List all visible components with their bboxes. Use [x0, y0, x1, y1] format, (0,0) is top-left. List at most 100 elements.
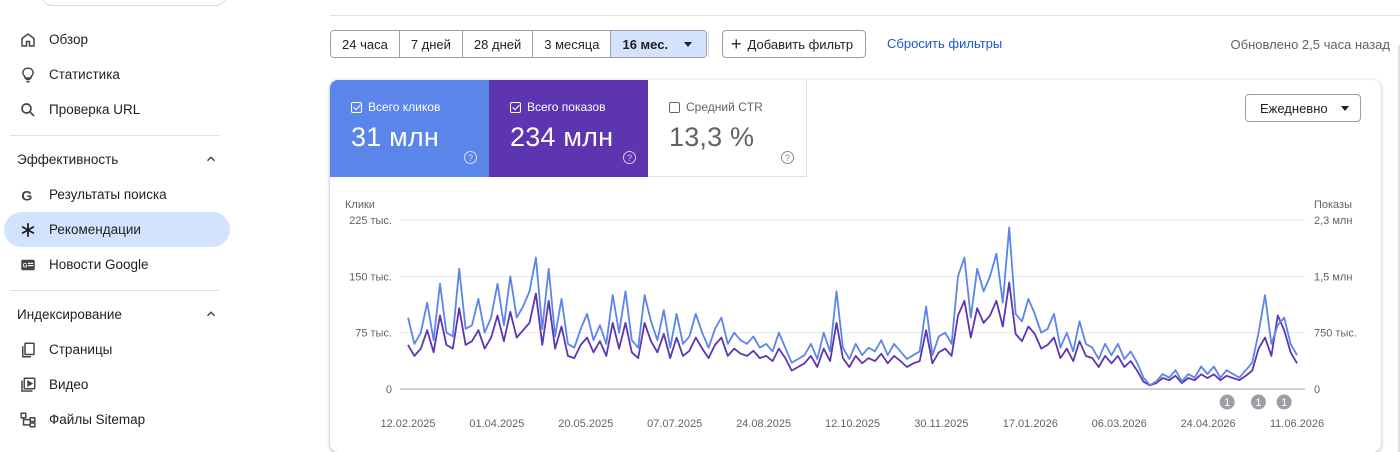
sidebar-item-url-inspection[interactable]: Проверка URL — [4, 92, 230, 127]
metric-ctr-value: 13,3 % — [669, 122, 755, 152]
granularity-label: Ежедневно — [1260, 100, 1328, 116]
caret-down-icon — [684, 41, 693, 47]
annotation-label: 1 — [1281, 397, 1287, 409]
reset-filters-link[interactable]: Сбросить фильтры — [887, 36, 1003, 51]
scrollbar-track[interactable] — [1398, 45, 1400, 452]
range-7d-button[interactable]: 7 дней — [399, 31, 463, 57]
sidebar-item-google-news[interactable]: G Новости Google — [4, 247, 230, 282]
impressions-line — [407, 281, 1298, 387]
annotation-label: 1 — [1224, 397, 1230, 409]
pages-icon — [18, 340, 38, 360]
section-header-indexing[interactable]: Индексирование — [0, 297, 230, 331]
last-updated-text: Обновлено 2,5 часа назад — [1230, 37, 1390, 52]
left-axis-label: Клики — [345, 199, 375, 211]
search-icon — [18, 100, 38, 120]
clicks-checkbox[interactable] — [351, 101, 362, 113]
right-tick-label: 1,5 млн — [1314, 271, 1352, 283]
sidebar-item-label: Рекомендации — [49, 222, 141, 237]
granularity-dropdown[interactable]: Ежедневно — [1245, 94, 1361, 122]
sidebar-top-pill[interactable] — [40, 0, 228, 6]
sidebar-item-statistics[interactable]: Статистика — [4, 57, 230, 92]
x-tick-label: 30.11.2025 — [914, 418, 968, 430]
range-24h-button[interactable]: 24 часа — [331, 31, 400, 57]
asterisk-icon — [18, 220, 38, 240]
section-title: Индексирование — [17, 306, 122, 322]
x-tick-label: 12.10.2025 — [825, 418, 880, 430]
section-header-performance[interactable]: Эффективность — [0, 142, 230, 176]
right-tick-label: 0 — [1314, 384, 1320, 396]
sidebar-item-label: Статистика — [49, 67, 120, 82]
clicks-line — [407, 226, 1298, 387]
news-icon: G — [18, 255, 38, 275]
annotation-marker — [1250, 394, 1266, 410]
sidebar-item-label: Проверка URL — [49, 102, 141, 117]
right-tick-label: 2,3 млн — [1314, 215, 1352, 227]
chevron-up-icon — [206, 156, 216, 162]
help-icon[interactable]: ? — [623, 151, 636, 164]
sidebar-item-label: Новости Google — [49, 257, 149, 272]
range-3m-button[interactable]: 3 месяца — [533, 31, 612, 57]
sidebar-item-video[interactable]: Видео — [4, 367, 230, 402]
add-filter-label: Добавить фильтр — [747, 36, 854, 52]
metric-ctr-tile[interactable]: Средний CTR 13,3 % ? — [648, 80, 807, 177]
toolbar-separator — [708, 30, 709, 58]
plus-icon: + — [731, 34, 742, 54]
sidebar-item-search-results[interactable]: G Результаты поиска — [4, 177, 230, 212]
help-icon[interactable]: ? — [781, 151, 794, 164]
right-axis-label: Показы — [1314, 199, 1352, 211]
range-16m-button[interactable]: 16 мес. — [611, 31, 707, 57]
metric-clicks-label: Всего кликов — [368, 100, 441, 114]
sidebar-item-label: Видео — [49, 377, 89, 392]
x-tick-label: 06.03.2026 — [1092, 418, 1147, 430]
sidebar-item-label: Результаты поиска — [49, 187, 167, 202]
x-tick-label: 07.07.2025 — [647, 418, 702, 430]
left-tick-label: 150 тыс. — [349, 271, 392, 283]
metric-impressions-tile[interactable]: Всего показов 234 млн ? — [489, 80, 648, 177]
google-g-icon: G — [18, 185, 38, 205]
sidebar-divider — [10, 135, 220, 136]
svg-text:G: G — [21, 188, 32, 204]
sidebar-item-sitemaps[interactable]: Файлы Sitemap — [4, 402, 230, 437]
range-28d-button[interactable]: 28 дней — [462, 31, 534, 57]
main-content: 24 часа 7 дней 28 дней 3 месяца 16 мес. … — [330, 0, 1400, 452]
sidebar-item-pages[interactable]: Страницы — [4, 332, 230, 367]
left-tick-label: 225 тыс. — [349, 215, 392, 227]
date-range-selector: 24 часа 7 дней 28 дней 3 месяца 16 мес. — [330, 30, 708, 58]
chevron-up-icon — [206, 311, 216, 317]
caret-down-icon — [1341, 106, 1349, 111]
annotation-marker — [1219, 394, 1235, 410]
left-tick-label: 0 — [386, 384, 392, 396]
sitemap-icon — [18, 410, 38, 430]
metric-clicks-tile[interactable]: Всего кликов 31 млн ? — [330, 80, 489, 177]
annotation-label: 1 — [1255, 397, 1261, 409]
metric-ctr-label: Средний CTR — [686, 100, 763, 114]
x-tick-label: 24.04.2026 — [1181, 418, 1236, 430]
top-divider — [330, 15, 1400, 16]
x-tick-label: 01.04.2025 — [469, 418, 524, 430]
range-16m-label: 16 мес. — [622, 36, 669, 52]
sidebar-item-label: Обзор — [49, 32, 88, 47]
add-filter-button[interactable]: + Добавить фильтр — [722, 30, 867, 58]
sidebar-item-label: Файлы Sitemap — [49, 412, 146, 427]
right-tick-label: 750 тыс. — [1314, 328, 1357, 340]
annotation-marker — [1276, 394, 1292, 410]
sidebar-divider — [10, 290, 220, 291]
ctr-checkbox[interactable] — [669, 101, 680, 113]
home-icon — [18, 30, 38, 50]
metric-clicks-value: 31 млн — [351, 122, 439, 152]
sidebar-item-overview[interactable]: Обзор — [4, 22, 230, 57]
performance-chart[interactable]: Клики Показы 225 тыс. 2,3 млн 150 тыс. 1,5 мл… — [330, 190, 1381, 452]
x-tick-label: 17.01.2026 — [1003, 418, 1058, 430]
metric-impressions-value: 234 млн — [510, 122, 614, 152]
x-tick-label: 24.08.2025 — [736, 418, 791, 430]
impressions-checkbox[interactable] — [510, 101, 521, 113]
lightbulb-icon — [18, 65, 38, 85]
sidebar-item-label: Страницы — [49, 342, 113, 357]
svg-text:G: G — [23, 263, 28, 269]
metric-impressions-label: Всего показов — [527, 100, 606, 114]
x-tick-label: 11.06.2026 — [1270, 418, 1324, 430]
x-tick-label: 20.05.2025 — [558, 418, 613, 430]
help-icon[interactable]: ? — [464, 151, 477, 164]
sidebar-item-recommendations[interactable]: Рекомендации — [4, 212, 230, 247]
performance-card: Всего кликов 31 млн ? Всего показов 234 … — [330, 80, 1381, 452]
